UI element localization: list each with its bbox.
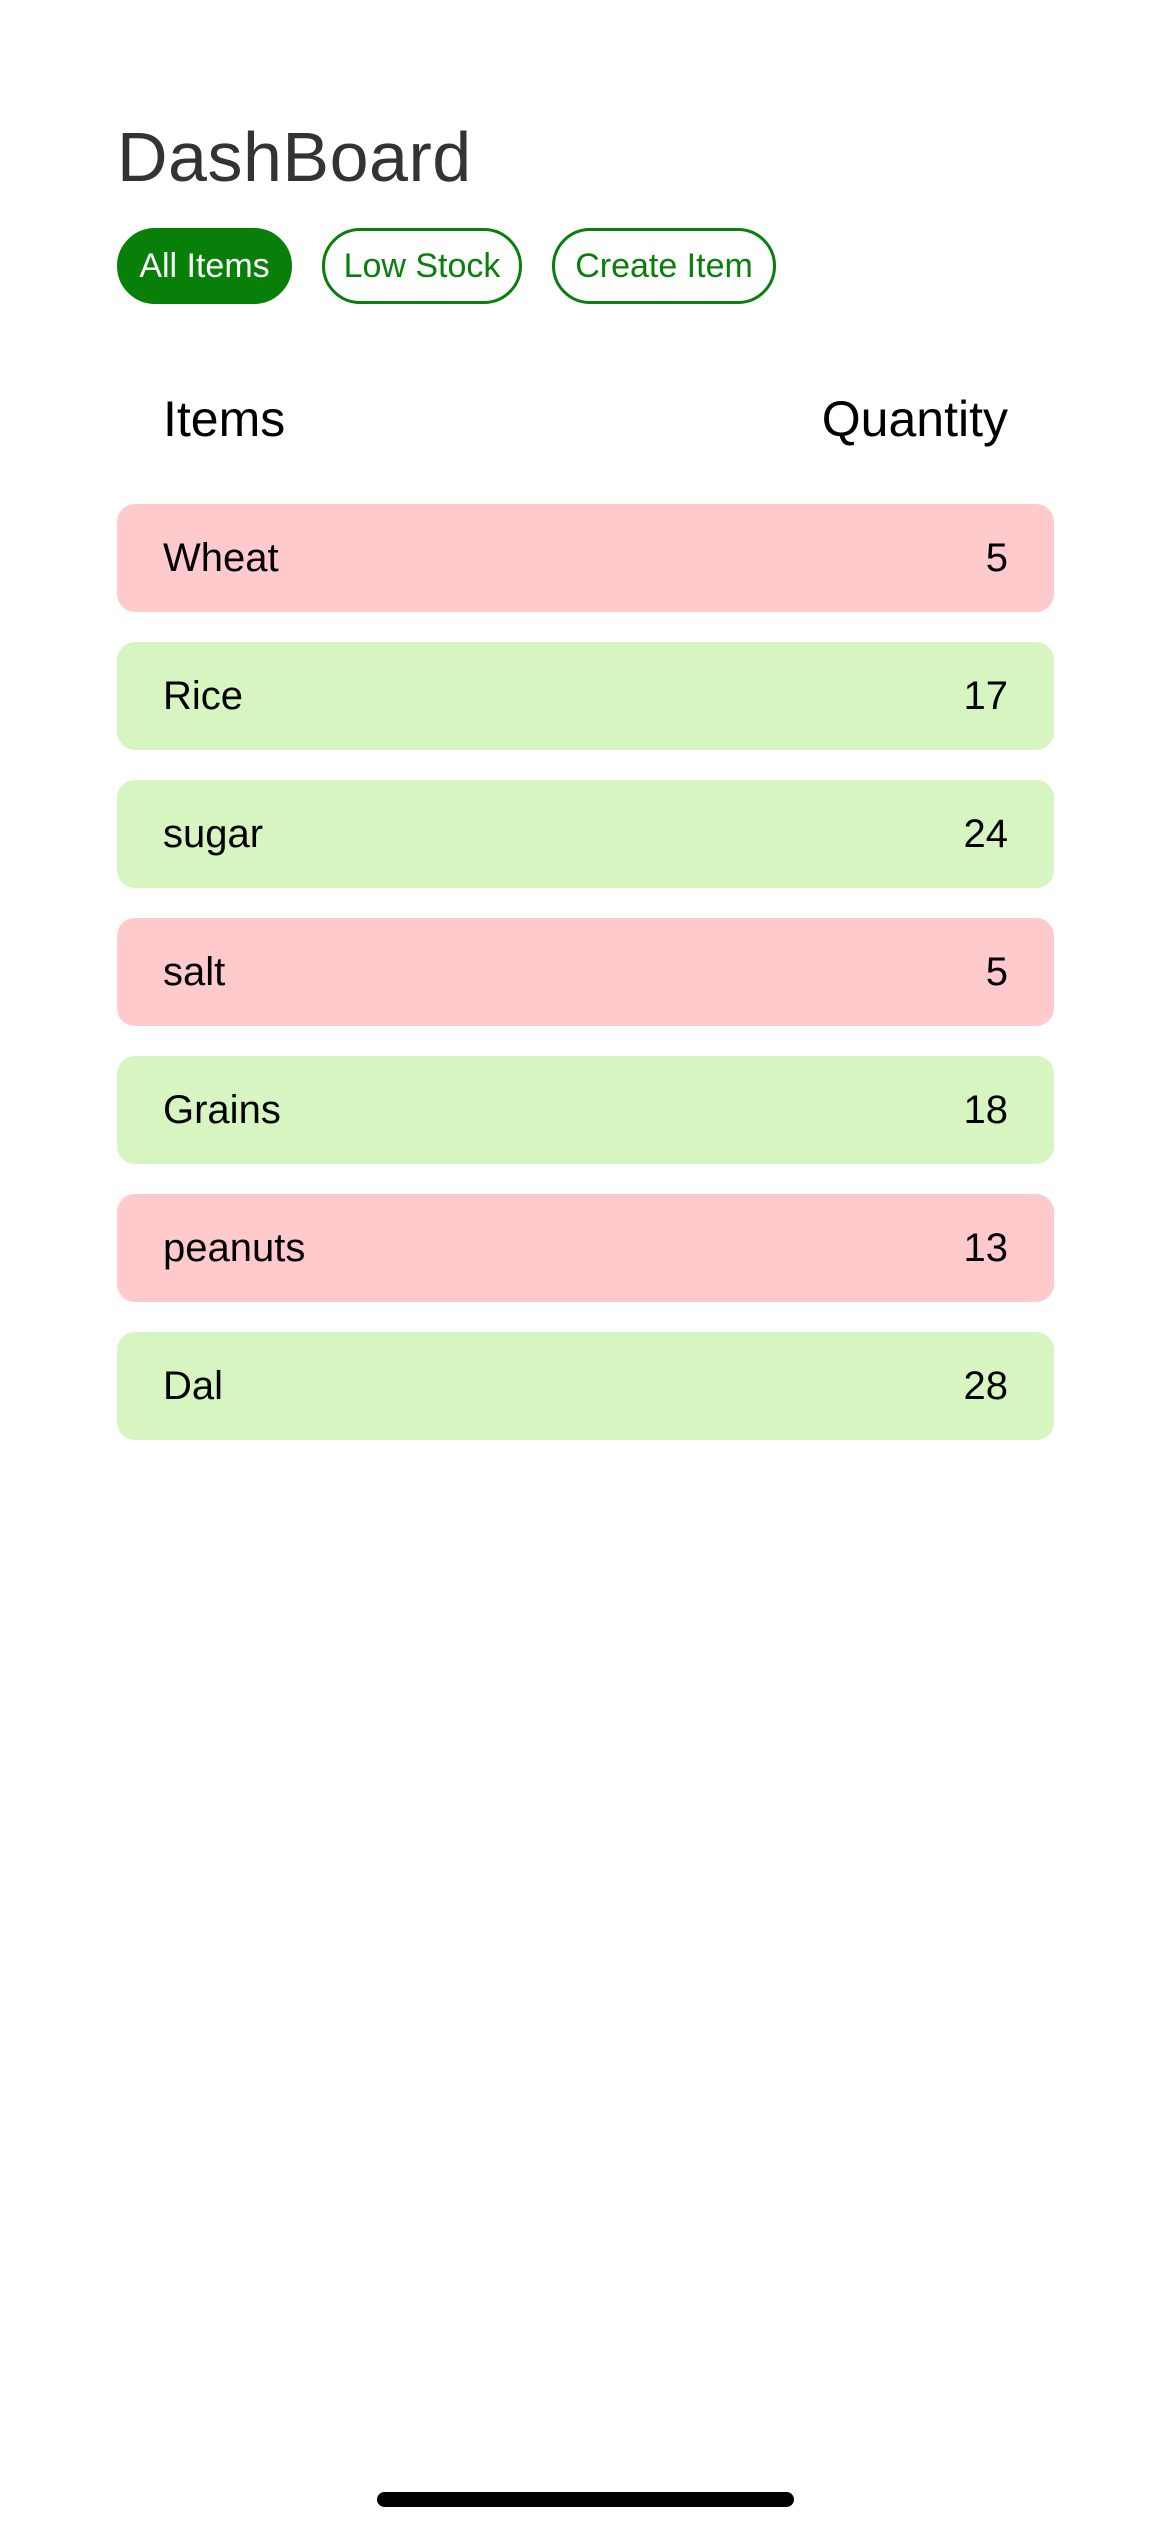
item-quantity: 18 [963, 1087, 1009, 1132]
list-item[interactable]: Grains 18 [117, 1056, 1054, 1164]
item-name: Dal [163, 1363, 224, 1408]
item-quantity: 13 [963, 1225, 1009, 1270]
tab-all-items[interactable]: All Items [117, 228, 292, 304]
list-item[interactable]: salt 5 [117, 918, 1054, 1026]
list-item[interactable]: Rice 17 [117, 642, 1054, 750]
item-name: Rice [163, 673, 244, 718]
list-item[interactable]: sugar 24 [117, 780, 1054, 888]
page-title: DashBoard [117, 118, 472, 196]
item-quantity: 5 [985, 535, 1008, 580]
table-header: Items Quantity [163, 384, 1008, 454]
item-quantity: 5 [985, 949, 1008, 994]
tab-low-stock[interactable]: Low Stock [322, 228, 522, 304]
item-quantity: 17 [963, 673, 1009, 718]
list-item[interactable]: peanuts 13 [117, 1194, 1054, 1302]
tab-create-item[interactable]: Create Item [552, 228, 776, 304]
list-item[interactable]: Wheat 5 [117, 504, 1054, 612]
item-quantity: 28 [963, 1363, 1009, 1408]
item-name: Wheat [163, 535, 279, 580]
items-list: Wheat 5 Rice 17 sugar 24 salt 5 Grains 1… [117, 504, 1054, 1470]
items-column-header: Items [163, 391, 286, 447]
item-name: sugar [163, 811, 264, 856]
filter-tabs: All Items Low Stock Create Item [117, 228, 776, 304]
list-item[interactable]: Dal 28 [117, 1332, 1054, 1440]
home-indicator[interactable] [377, 2492, 794, 2507]
item-quantity: 24 [963, 811, 1009, 856]
item-name: salt [163, 949, 226, 994]
item-name: peanuts [163, 1225, 306, 1270]
item-name: Grains [163, 1087, 281, 1132]
quantity-column-header: Quantity [821, 391, 1008, 447]
